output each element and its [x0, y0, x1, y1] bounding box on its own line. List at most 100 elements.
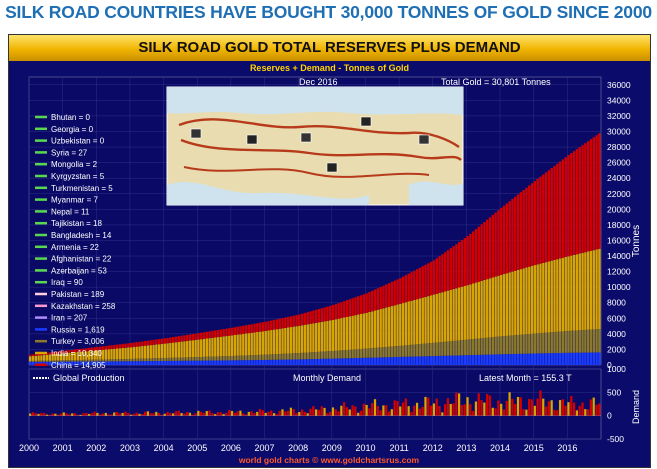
monthly-demand-bar	[34, 413, 37, 416]
stacked-bar-segment	[463, 339, 466, 356]
monthly-demand-bar	[343, 402, 346, 416]
stacked-bar-segment	[575, 254, 579, 331]
stacked-bar-segment	[542, 353, 545, 365]
stacked-bar-segment	[331, 319, 335, 351]
stacked-bar-segment	[542, 174, 545, 263]
stacked-bar-segment	[443, 341, 447, 356]
stacked-bar-segment	[486, 279, 489, 338]
monthly-demand-bar	[303, 411, 307, 416]
stacked-bar-segment	[359, 357, 363, 365]
stacked-bar-segment	[211, 337, 214, 357]
lower-y-tick-label: -500	[607, 434, 624, 444]
stacked-bar-segment	[135, 361, 138, 365]
monthly-demand-bar	[270, 410, 273, 416]
stacked-bar-segment	[584, 252, 587, 330]
stacked-bar-segment	[362, 313, 366, 349]
monthly-demand-bar	[449, 404, 452, 416]
stacked-bar-segment	[399, 303, 402, 346]
stacked-bar-segment	[59, 360, 63, 362]
monthly-demand-bar	[242, 413, 245, 416]
stacked-bar-segment	[500, 354, 503, 365]
stacked-bar-segment	[581, 145, 584, 253]
stacked-bar-segment	[96, 346, 99, 351]
stacked-bar-segment	[519, 192, 523, 270]
stacked-bar-segment	[110, 349, 113, 360]
stacked-bar-segment	[228, 328, 231, 336]
stacked-bar-segment	[390, 346, 394, 358]
main-y-tick-label: 12000	[607, 267, 631, 277]
monthly-demand-bar	[160, 414, 164, 416]
stacked-bar-segment	[48, 360, 52, 362]
stacked-bar-segment	[550, 332, 553, 354]
monthly-demand-bar	[514, 404, 517, 416]
stacked-bar-segment	[62, 360, 66, 362]
monthly-demand-bar	[354, 406, 357, 416]
chart-subtitle: Reserves + Demand - Tonnes of Gold	[249, 63, 410, 73]
monthly-demand-bar	[589, 399, 593, 416]
stacked-bar-segment	[99, 359, 102, 362]
stacked-bar-segment	[261, 322, 265, 332]
stacked-bar-segment	[427, 296, 430, 344]
stacked-bar-segment	[129, 342, 133, 348]
stacked-bar-segment	[132, 342, 136, 347]
stacked-bar-segment	[320, 321, 323, 352]
stacked-bar-segment	[129, 347, 133, 359]
stacked-bar-segment	[253, 360, 256, 365]
stacked-bar-segment	[472, 283, 475, 340]
stacked-bar-segment	[59, 353, 63, 361]
monthly-demand-bar	[143, 411, 147, 416]
monthly-demand-bar	[488, 395, 492, 416]
monthly-demand-bar	[183, 413, 186, 416]
stacked-bar-segment	[45, 352, 49, 355]
stacked-bar-segment	[121, 348, 124, 360]
stacked-bar-segment	[592, 250, 595, 330]
monthly-demand-bar	[267, 411, 270, 416]
monthly-demand-bar	[45, 414, 49, 416]
stacked-bar-segment	[477, 281, 481, 339]
stacked-bar-segment	[533, 180, 537, 266]
stacked-bar-segment	[567, 330, 570, 353]
stacked-bar-segment	[127, 361, 130, 365]
stacked-bar-segment	[315, 309, 318, 323]
stacked-bar-segment	[536, 353, 539, 365]
stacked-bar-segment	[45, 354, 49, 361]
monthly-demand-bar	[561, 399, 564, 416]
stacked-bar-segment	[449, 355, 452, 365]
x-tick-label: 2000	[19, 443, 39, 453]
stacked-bar-segment	[121, 361, 124, 365]
stacked-bar-segment	[575, 352, 579, 365]
stacked-bar-segment	[368, 357, 371, 365]
stacked-bar-segment	[351, 358, 354, 365]
monthly-demand-bar	[379, 410, 382, 416]
monthly-demand-bar	[483, 402, 486, 416]
stacked-bar-segment	[329, 305, 332, 321]
stacked-bar-segment	[505, 273, 509, 336]
stacked-bar-segment	[82, 351, 85, 360]
stacked-bar-segment	[143, 345, 147, 359]
stacked-bar-segment	[581, 330, 584, 353]
monthly-demand-bar	[592, 397, 595, 416]
monthly-demand-bar	[418, 408, 421, 416]
monthly-demand-bar	[71, 413, 74, 416]
monthly-demand-bar	[455, 392, 458, 416]
stacked-bar-segment	[530, 183, 534, 266]
monthly-demand-bar	[101, 413, 105, 416]
stacked-bar-segment	[292, 353, 295, 360]
stacked-bar-segment	[500, 336, 503, 355]
stacked-bar-segment	[519, 334, 523, 354]
monthly-demand-bar	[441, 412, 444, 416]
stacked-bar-segment	[166, 360, 169, 365]
stacked-bar-segment	[281, 353, 284, 360]
monthly-demand-bar	[152, 413, 155, 416]
stacked-bar-segment	[387, 283, 391, 307]
stacked-bar-segment	[146, 358, 150, 362]
stacked-bar-segment	[312, 323, 315, 353]
monthly-demand-bar	[516, 397, 520, 416]
stacked-bar-segment	[556, 331, 559, 354]
stacked-bar-segment	[300, 359, 304, 365]
stacked-bar-segment	[508, 354, 511, 365]
stacked-bar-segment	[295, 353, 298, 360]
stacked-bar-segment	[202, 356, 206, 361]
stacked-bar-segment	[519, 353, 523, 365]
stacked-bar-segment	[101, 359, 105, 362]
